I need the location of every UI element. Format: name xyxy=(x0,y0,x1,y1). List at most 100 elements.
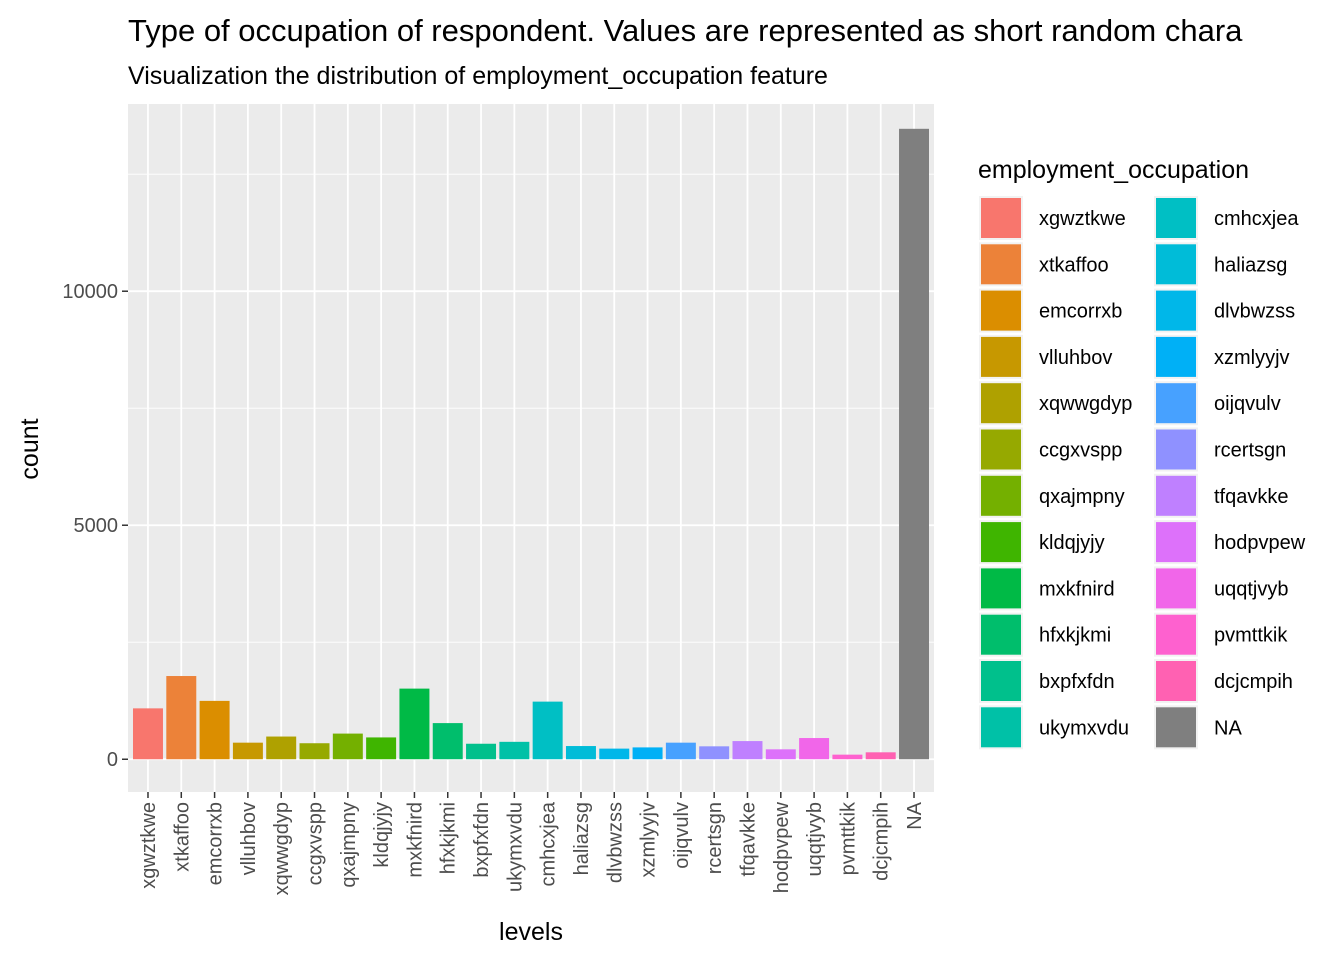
x-tick-label: tfqavkke xyxy=(737,802,759,876)
legend-swatch-cmhcxjea xyxy=(1156,198,1196,238)
x-tick-label: xgwztkwe xyxy=(138,802,160,889)
chart-subtitle: Visualization the distribution of employ… xyxy=(128,62,828,90)
x-tick-label: dcjcmpih xyxy=(871,802,893,881)
legend-swatch-ukymxvdu xyxy=(981,707,1021,748)
legend-label-hfxkjkmi: hfxkjkmi xyxy=(1039,625,1111,647)
x-tick-label: oijqvulv xyxy=(671,802,693,869)
legend-label-cmhcxjea: cmhcxjea xyxy=(1214,208,1299,230)
legend-label-pvmttkik: pvmttkik xyxy=(1214,625,1288,647)
legend-swatch-haliazsg xyxy=(1156,244,1196,285)
bar-NA xyxy=(899,128,930,760)
bar-haliazsg xyxy=(565,746,596,760)
x-tick-label: hodpvpew xyxy=(771,801,793,893)
legend-label-emcorrxb: emcorrxb xyxy=(1039,301,1122,323)
x-tick-label: pvmttkik xyxy=(837,801,859,875)
legend-label-uqqtjvyb: uqqtjvyb xyxy=(1214,578,1289,600)
legend-swatch-emcorrxb xyxy=(981,290,1021,331)
x-tick-label: NA xyxy=(904,801,926,829)
bar-dlvbwzss xyxy=(599,748,630,760)
x-tick-label: ukymxvdu xyxy=(504,802,526,892)
legend-label-xqwwgdyp: xqwwgdyp xyxy=(1039,393,1132,415)
x-tick-label: xtkaffoo xyxy=(171,802,193,872)
legend-swatch-ccgxvspp xyxy=(981,429,1021,470)
x-tick-label: haliazsg xyxy=(571,802,593,875)
legend-label-mxkfnird: mxkfnird xyxy=(1039,578,1115,600)
legend-swatch-vlluhbov xyxy=(981,336,1021,377)
legend-label-dlvbwzss: dlvbwzss xyxy=(1214,301,1295,323)
bar-xqwwgdyp xyxy=(266,736,297,760)
y-axis-label: count xyxy=(16,418,44,479)
legend-swatch-uqqtjvyb xyxy=(1156,568,1196,609)
x-tick-label: xqwwgdyp xyxy=(271,802,293,895)
x-tick-label: mxkfnird xyxy=(404,802,426,878)
bar-vlluhbov xyxy=(232,742,263,760)
legend-label-qxajmpny: qxajmpny xyxy=(1039,486,1125,508)
legend-label-tfqavkke: tfqavkke xyxy=(1214,486,1288,508)
x-tick-label: uqqtjvyb xyxy=(804,802,826,877)
legend-swatch-bxpfxfdn xyxy=(981,661,1021,701)
bar-xgwztkwe xyxy=(132,708,163,760)
bar-emcorrxb xyxy=(199,700,230,760)
legend-label-xtkaffoo: xtkaffoo xyxy=(1039,254,1109,276)
legend-swatch-NA xyxy=(1156,707,1196,748)
x-tick-label: dlvbwzss xyxy=(604,802,626,883)
x-tick-label: xzmlyyjv xyxy=(638,802,660,878)
legend-title: employment_occupation xyxy=(978,156,1249,184)
legend-label-NA: NA xyxy=(1214,717,1242,739)
plot-panel xyxy=(128,104,934,792)
y-tick-label: 0 xyxy=(107,749,118,771)
bar-rcertsgn xyxy=(699,746,730,760)
bar-pvmttkik xyxy=(832,754,863,760)
x-tick-label: kldqjyjy xyxy=(371,802,393,868)
bar-xtkaffoo xyxy=(166,676,197,760)
legend: employment_occupation xgwztkwe xtkaffoo em… xyxy=(978,156,1306,750)
legend-swatch-xzmlyyjv xyxy=(1156,336,1196,377)
legend-swatch-dcjcmpih xyxy=(1156,661,1196,701)
x-tick-label: bxpfxfdn xyxy=(471,802,493,878)
x-tick-label: vlluhbov xyxy=(238,802,260,875)
x-tick-label: emcorrxb xyxy=(205,802,227,885)
bar-dcjcmpih xyxy=(865,752,896,760)
bar-bxpfxfdn xyxy=(466,743,497,760)
y-axis-ticks: 0 5000 10000 xyxy=(62,281,128,771)
bar-mxkfnird xyxy=(399,688,430,760)
x-tick-label: hfxkjkmi xyxy=(438,802,460,874)
x-tick-label: rcertsgn xyxy=(704,802,726,874)
x-tick-label: cmhcxjea xyxy=(538,801,560,886)
bar-qxajmpny xyxy=(332,733,363,760)
legend-swatch-dlvbwzss xyxy=(1156,290,1196,331)
bar-uqqtjvyb xyxy=(799,738,830,760)
bar-ukymxvdu xyxy=(499,741,530,760)
legend-label-rcertsgn: rcertsgn xyxy=(1214,440,1286,462)
legend-label-oijqvulv: oijqvulv xyxy=(1214,393,1281,415)
legend-swatch-hfxkjkmi xyxy=(981,614,1021,655)
legend-label-haliazsg: haliazsg xyxy=(1214,254,1287,276)
bar-ccgxvspp xyxy=(299,743,330,760)
x-tick-label: qxajmpny xyxy=(338,802,360,888)
grid xyxy=(128,104,934,792)
x-axis-ticks: xgwztkwe xtkaffoo emcorrxb vlluhbov xqwwgdyp… xyxy=(138,792,926,895)
legend-swatch-mxkfnird xyxy=(981,568,1021,609)
chart-title: Type of occupation of respondent. Values… xyxy=(128,13,1243,48)
legend-label-ccgxvspp: ccgxvspp xyxy=(1039,440,1122,462)
legend-swatch-pvmttkik xyxy=(1156,614,1196,655)
legend-swatch-hodpvpew xyxy=(1156,522,1196,563)
bar-tfqavkke xyxy=(732,741,763,760)
bar-hodpvpew xyxy=(765,749,796,760)
bars xyxy=(132,128,930,760)
legend-swatch-xgwztkwe xyxy=(981,198,1021,238)
legend-label-kldqjyjy: kldqjyjy xyxy=(1039,532,1105,554)
legend-label-dcjcmpih: dcjcmpih xyxy=(1214,671,1293,693)
legend-swatch-qxajmpny xyxy=(981,475,1021,516)
legend-swatch-xqwwgdyp xyxy=(981,383,1021,424)
legend-swatch-rcertsgn xyxy=(1156,429,1196,470)
legend-label-bxpfxfdn: bxpfxfdn xyxy=(1039,671,1115,693)
legend-label-ukymxvdu: ukymxvdu xyxy=(1039,717,1129,739)
legend-label-xgwztkwe: xgwztkwe xyxy=(1039,208,1126,230)
bar-oijqvulv xyxy=(665,742,696,760)
legend-swatch-oijqvulv xyxy=(1156,383,1196,424)
legend-label-xzmlyyjv: xzmlyyjv xyxy=(1214,347,1290,369)
x-tick-label: ccgxvspp xyxy=(305,802,327,885)
bar-xzmlyyjv xyxy=(632,747,663,760)
